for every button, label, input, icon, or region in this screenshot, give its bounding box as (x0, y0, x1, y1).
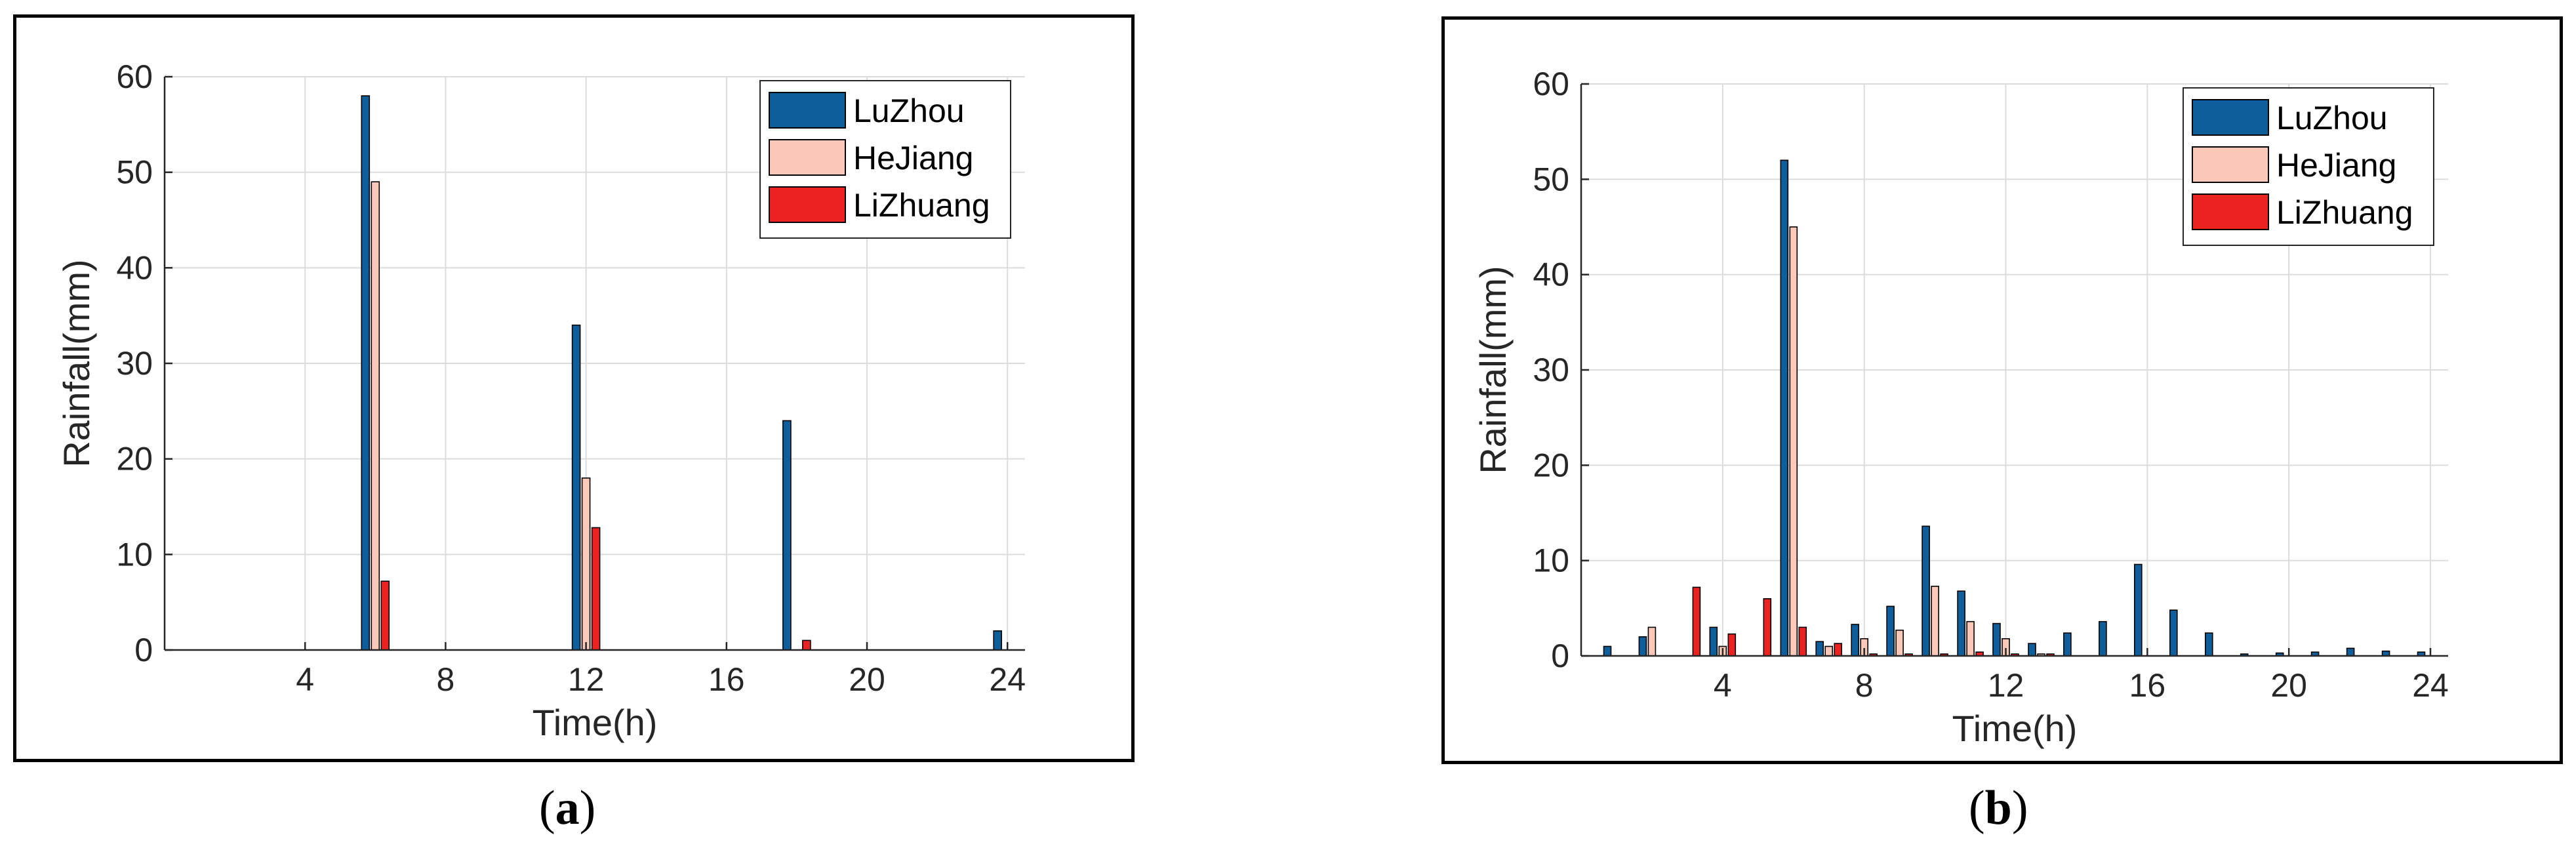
chart-b-bar-luzhou-14 (2063, 632, 2072, 657)
chart-b-y-axis-label: Rainfall(mm) (1472, 266, 1514, 474)
chart-a-x-tick-label: 4 (296, 661, 314, 698)
chart-a-bar-lizhuang-18 (802, 639, 811, 651)
chart-a-x-axis-label: Time(h) (533, 702, 658, 743)
chart-b-bar-luzhou-16 (2134, 563, 2143, 657)
chart-b-y-tick-label: 30 (1533, 352, 1569, 388)
chart-b-x-tick-label: 4 (1714, 667, 1732, 704)
chart-a-x-tick-label: 16 (708, 661, 745, 698)
chart-b-bar-luzhou-15 (2099, 620, 2107, 657)
chart-a-bar-lizhuang-6 (380, 580, 390, 651)
chart-b-bar-luzhou-11 (1957, 590, 1965, 657)
chart-b-bar-luzhou-13 (2028, 643, 2036, 657)
chart-b-bar-luzhou-10 (1922, 525, 1930, 657)
chart-a-bar-lizhuang-12 (591, 527, 601, 651)
chart-a-axes (163, 75, 1025, 651)
chart-a-bar-hejiang-6 (371, 181, 380, 651)
chart-a-y-tick-label: 40 (116, 249, 153, 286)
chart-b-bar-luzhou-6 (1780, 159, 1789, 657)
chart-b-legend-swatch-lizhuang (2192, 193, 2269, 230)
chart-b-bar-luzhou-17 (2169, 609, 2178, 657)
rainfall-bar-chart-b: 4 8 12 16 20 24 0 10 20 30 40 50 60 Time(h) Rainfall(m… (1472, 66, 2449, 749)
chart-b-bar-luzhou-1 (1603, 645, 1612, 657)
chart-b-x-tick-label: 8 (1855, 667, 1874, 704)
chart-b-bar-hejiang-11 (1966, 620, 1975, 657)
chart-b-bar-hejiang-9 (1895, 629, 1904, 657)
chart-b-bar-luzhou-9 (1886, 605, 1895, 657)
chart-panel-b: 4 8 12 16 20 24 0 10 20 30 40 50 60 Time(h) Rainfall(m… (1441, 16, 2563, 764)
chart-a-legend-label-hejiang: HeJiang (853, 140, 973, 176)
chart-a-legend-label-luzhou: LuZhou (853, 92, 965, 129)
chart-b-y-tick-label: 50 (1533, 161, 1569, 197)
chart-b-bar-lizhuang-5 (1763, 598, 1772, 657)
chart-a-x-tick-label: 12 (568, 661, 605, 698)
chart-b-axes (1580, 83, 2448, 657)
chart-b-y-tick-label: 20 (1533, 447, 1569, 483)
chart-b-bar-hejiang-7 (1824, 645, 1834, 657)
chart-b-bar-luzhou-8 (1851, 624, 1860, 657)
chart-b-legend-label-hejiang: HeJiang (2276, 147, 2396, 184)
chart-a-bar-hejiang-12 (581, 477, 591, 651)
chart-panel-a: 4 8 12 16 20 24 0 10 20 30 40 50 60 Time(h) Rainfall(m… (13, 14, 1135, 762)
chart-b-bar-hejiang-10 (1931, 586, 1939, 657)
panel-caption-b: (b) (1969, 781, 2028, 835)
chart-b-x-tick-label: 12 (1988, 667, 2024, 704)
chart-b-legend-label-luzhou: LuZhou (2276, 100, 2388, 136)
chart-b-legend-swatch-hejiang (2192, 146, 2269, 183)
chart-a-x-tick-label: 24 (989, 661, 1026, 698)
chart-b-x-tick-label: 24 (2412, 667, 2449, 704)
chart-a-legend-swatch-luzhou (769, 92, 846, 129)
chart-a-y-tick-label: 50 (116, 154, 153, 191)
chart-a-bar-luzhou-6 (361, 95, 371, 651)
chart-a-legend-swatch-lizhuang (769, 186, 846, 223)
chart-a-x-tick-label: 8 (437, 661, 455, 698)
chart-a-series-hejiang (371, 181, 591, 651)
chart-b-legend-label-lizhuang: LiZhuang (2276, 194, 2413, 231)
chart-a-y-tick-label: 0 (134, 632, 153, 668)
chart-b-series-lizhuang (1692, 586, 2055, 657)
chart-b-x-tick-label: 20 (2270, 667, 2307, 704)
chart-a-y-axis-label: Rainfall(mm) (56, 259, 97, 467)
chart-b-y-tick-label: 10 (1533, 542, 1569, 579)
chart-a-y-tick-label: 60 (116, 58, 153, 95)
chart-a-gridlines (165, 76, 1025, 651)
chart-b-legend-swatch-luzhou (2192, 99, 2269, 136)
chart-b-bar-lizhuang-3 (1692, 586, 1701, 657)
chart-a-x-tick-label: 20 (849, 661, 885, 698)
chart-a-y-tick-label: 30 (116, 345, 153, 382)
chart-b-bar-luzhou-2 (1638, 636, 1647, 657)
chart-b-bar-luzhou-4 (1709, 626, 1718, 657)
chart-a-y-tick-label: 20 (116, 441, 153, 477)
chart-a-bar-luzhou-24 (993, 630, 1002, 651)
chart-b-bar-lizhuang-6 (1798, 626, 1807, 657)
chart-b-x-axis-label: Time(h) (1952, 708, 2078, 749)
chart-a-bar-luzhou-12 (571, 324, 581, 651)
chart-b-bar-luzhou-12 (1992, 622, 2001, 657)
chart-b-bar-luzhou-18 (2205, 632, 2213, 657)
chart-b-legend: LuZhou HeJiang LiZhuang (2183, 87, 2434, 246)
rainfall-bar-chart-a: 4 8 12 16 20 24 0 10 20 30 40 50 60 Time(h) Rainfall(m… (56, 58, 1026, 743)
chart-b-y-tick-label: 60 (1533, 66, 1569, 102)
chart-a-series-lizhuang (380, 527, 811, 651)
chart-b-x-tick-label: 16 (2129, 667, 2166, 704)
chart-a-legend-label-lizhuang: LiZhuang (853, 187, 990, 224)
panel-caption-a: (a) (539, 781, 596, 835)
chart-b-bar-hejiang-2 (1647, 626, 1657, 657)
chart-b-bar-luzhou-22 (2346, 647, 2355, 657)
chart-b-bar-lizhuang-4 (1727, 633, 1737, 657)
chart-b-bar-luzhou-7 (1815, 641, 1824, 657)
chart-a-legend: LuZhou HeJiang LiZhuang (759, 80, 1011, 239)
chart-b-y-tick-label: 0 (1551, 638, 1569, 674)
chart-a-bar-luzhou-18 (782, 420, 792, 651)
chart-b-y-tick-label: 40 (1533, 256, 1569, 293)
chart-a-y-tick-label: 10 (116, 536, 153, 573)
chart-b-bar-hejiang-6 (1789, 226, 1798, 657)
chart-a-legend-swatch-hejiang (769, 139, 846, 176)
chart-b-bar-lizhuang-7 (1834, 643, 1843, 657)
